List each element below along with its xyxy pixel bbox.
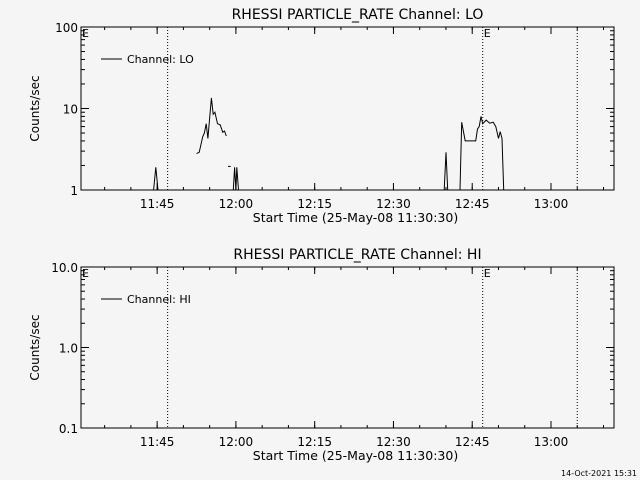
x-tick-label: 12:45: [455, 197, 490, 211]
series-line-segment: [153, 167, 159, 191]
y-tick-label: 0.1: [59, 422, 78, 436]
series-line-segment: [232, 167, 239, 191]
y-axis-label: Counts/sec: [28, 75, 42, 141]
x-tick-label: 12:30: [376, 435, 411, 449]
event-marker-label: E: [484, 27, 491, 40]
x-tick-label: 12:15: [297, 435, 332, 449]
series-line-segment: [196, 97, 227, 155]
chart-title: RHESSI PARTICLE_RATE Channel: HI: [233, 247, 481, 263]
series-line-segment: [443, 152, 449, 191]
y-tick-label: 1: [70, 184, 78, 198]
x-tick-label: 11:45: [140, 197, 175, 211]
x-tick-label: 12:00: [219, 435, 254, 449]
event-marker-label: E: [484, 267, 491, 280]
series-line-segment: [459, 116, 505, 191]
y-axis-label: Counts/sec: [28, 314, 42, 380]
legend-entry: Channel: LO: [127, 53, 194, 66]
y-tick-label: 10: [63, 103, 78, 117]
chart-panel-1: RHESSI PARTICLE_RATE Channel: LO Start Ti…: [28, 7, 615, 225]
x-tick-label: 12:00: [219, 197, 254, 211]
legend-entry: Channel: HI: [127, 293, 191, 306]
chart-title: RHESSI PARTICLE_RATE Channel: LO: [232, 7, 484, 23]
y-tick-label: 10.0: [51, 261, 78, 275]
x-tick-label: 12:45: [455, 435, 490, 449]
x-tick-label: 11:45: [140, 435, 175, 449]
footer-timestamp-text: 14-Oct-2021 15:31: [561, 469, 637, 478]
y-tick-label: 1.0: [59, 342, 78, 356]
plot-frame: [80, 266, 615, 429]
x-axis-label: Start Time (25-May-08 11:30:30): [253, 210, 458, 225]
x-tick-label: 13:00: [534, 435, 569, 449]
plot-frame: [80, 26, 615, 191]
x-axis-label: Start Time (25-May-08 11:30:30): [253, 448, 458, 463]
x-tick-label: 12:30: [376, 197, 411, 211]
y-tick-label: 100: [55, 21, 78, 35]
corner-marker-label: E: [82, 27, 89, 40]
corner-marker-label: E: [82, 267, 89, 280]
x-tick-label: 12:15: [297, 197, 332, 211]
x-tick-label: 13:00: [534, 197, 569, 211]
chart-panel-2: RHESSI PARTICLE_RATE Channel: HI Start Ti…: [28, 247, 615, 463]
